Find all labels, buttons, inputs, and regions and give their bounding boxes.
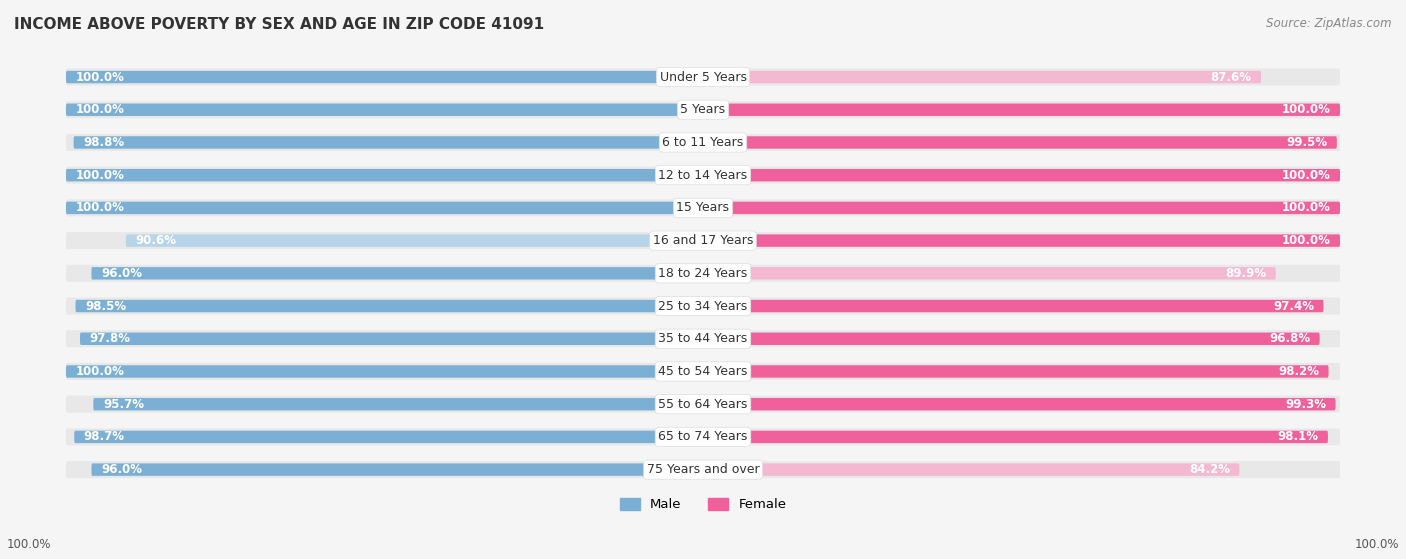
- FancyBboxPatch shape: [703, 232, 1340, 249]
- Text: 98.1%: 98.1%: [1278, 430, 1319, 443]
- Text: 100.0%: 100.0%: [76, 103, 124, 116]
- FancyBboxPatch shape: [75, 430, 703, 443]
- FancyBboxPatch shape: [66, 365, 703, 378]
- Text: 100.0%: 100.0%: [76, 70, 124, 83]
- Text: 96.0%: 96.0%: [101, 463, 142, 476]
- FancyBboxPatch shape: [703, 398, 1336, 410]
- FancyBboxPatch shape: [703, 101, 1340, 119]
- FancyBboxPatch shape: [66, 297, 703, 315]
- FancyBboxPatch shape: [76, 300, 703, 312]
- Text: 90.6%: 90.6%: [135, 234, 176, 247]
- FancyBboxPatch shape: [66, 167, 703, 184]
- FancyBboxPatch shape: [703, 69, 1340, 86]
- Text: 98.7%: 98.7%: [84, 430, 125, 443]
- FancyBboxPatch shape: [91, 463, 703, 476]
- Text: 100.0%: 100.0%: [1282, 201, 1330, 215]
- FancyBboxPatch shape: [93, 398, 703, 410]
- Text: Source: ZipAtlas.com: Source: ZipAtlas.com: [1267, 17, 1392, 30]
- FancyBboxPatch shape: [703, 430, 1327, 443]
- FancyBboxPatch shape: [703, 461, 1340, 478]
- Text: 87.6%: 87.6%: [1211, 70, 1251, 83]
- FancyBboxPatch shape: [66, 134, 703, 151]
- Text: 98.5%: 98.5%: [86, 300, 127, 312]
- FancyBboxPatch shape: [73, 136, 703, 149]
- FancyBboxPatch shape: [66, 71, 703, 83]
- FancyBboxPatch shape: [66, 265, 703, 282]
- FancyBboxPatch shape: [703, 103, 1340, 116]
- Legend: Male, Female: Male, Female: [614, 492, 792, 517]
- FancyBboxPatch shape: [80, 333, 703, 345]
- FancyBboxPatch shape: [66, 363, 703, 380]
- Text: 97.8%: 97.8%: [90, 332, 131, 345]
- FancyBboxPatch shape: [66, 428, 703, 446]
- FancyBboxPatch shape: [703, 71, 1261, 83]
- Text: 6 to 11 Years: 6 to 11 Years: [662, 136, 744, 149]
- Text: 12 to 14 Years: 12 to 14 Years: [658, 169, 748, 182]
- FancyBboxPatch shape: [66, 101, 703, 119]
- Text: 96.0%: 96.0%: [101, 267, 142, 280]
- FancyBboxPatch shape: [703, 333, 1320, 345]
- Text: 97.4%: 97.4%: [1272, 300, 1315, 312]
- FancyBboxPatch shape: [66, 396, 703, 413]
- Text: 16 and 17 Years: 16 and 17 Years: [652, 234, 754, 247]
- FancyBboxPatch shape: [703, 134, 1340, 151]
- Text: 55 to 64 Years: 55 to 64 Years: [658, 397, 748, 411]
- Text: 5 Years: 5 Years: [681, 103, 725, 116]
- Text: 100.0%: 100.0%: [1282, 169, 1330, 182]
- FancyBboxPatch shape: [703, 300, 1323, 312]
- Text: 99.3%: 99.3%: [1285, 397, 1326, 411]
- FancyBboxPatch shape: [66, 202, 703, 214]
- Text: 98.2%: 98.2%: [1278, 365, 1319, 378]
- FancyBboxPatch shape: [91, 267, 703, 280]
- FancyBboxPatch shape: [703, 136, 1337, 149]
- FancyBboxPatch shape: [66, 461, 703, 478]
- Text: 65 to 74 Years: 65 to 74 Years: [658, 430, 748, 443]
- FancyBboxPatch shape: [66, 200, 703, 216]
- Text: 100.0%: 100.0%: [76, 365, 124, 378]
- Text: 100.0%: 100.0%: [1282, 234, 1330, 247]
- Text: 99.5%: 99.5%: [1286, 136, 1327, 149]
- Text: 100.0%: 100.0%: [1282, 103, 1330, 116]
- Text: 89.9%: 89.9%: [1225, 267, 1267, 280]
- FancyBboxPatch shape: [703, 396, 1340, 413]
- Text: 18 to 24 Years: 18 to 24 Years: [658, 267, 748, 280]
- Text: 100.0%: 100.0%: [76, 201, 124, 215]
- Text: 25 to 34 Years: 25 to 34 Years: [658, 300, 748, 312]
- FancyBboxPatch shape: [127, 234, 703, 247]
- Text: 15 Years: 15 Years: [676, 201, 730, 215]
- FancyBboxPatch shape: [703, 428, 1340, 446]
- Text: 96.8%: 96.8%: [1270, 332, 1310, 345]
- FancyBboxPatch shape: [703, 200, 1340, 216]
- Text: 100.0%: 100.0%: [1354, 538, 1399, 551]
- FancyBboxPatch shape: [703, 330, 1340, 347]
- FancyBboxPatch shape: [66, 330, 703, 347]
- FancyBboxPatch shape: [703, 297, 1340, 315]
- Text: 95.7%: 95.7%: [103, 397, 143, 411]
- Text: 75 Years and over: 75 Years and over: [647, 463, 759, 476]
- Text: 100.0%: 100.0%: [7, 538, 52, 551]
- Text: INCOME ABOVE POVERTY BY SEX AND AGE IN ZIP CODE 41091: INCOME ABOVE POVERTY BY SEX AND AGE IN Z…: [14, 17, 544, 32]
- Text: 98.8%: 98.8%: [83, 136, 124, 149]
- FancyBboxPatch shape: [703, 234, 1340, 247]
- FancyBboxPatch shape: [703, 267, 1275, 280]
- FancyBboxPatch shape: [703, 463, 1239, 476]
- Text: 45 to 54 Years: 45 to 54 Years: [658, 365, 748, 378]
- FancyBboxPatch shape: [66, 169, 703, 181]
- Text: 84.2%: 84.2%: [1189, 463, 1230, 476]
- FancyBboxPatch shape: [66, 69, 703, 86]
- Text: 35 to 44 Years: 35 to 44 Years: [658, 332, 748, 345]
- Text: 100.0%: 100.0%: [76, 169, 124, 182]
- FancyBboxPatch shape: [703, 265, 1340, 282]
- FancyBboxPatch shape: [66, 232, 703, 249]
- Text: Under 5 Years: Under 5 Years: [659, 70, 747, 83]
- FancyBboxPatch shape: [66, 103, 703, 116]
- FancyBboxPatch shape: [703, 167, 1340, 184]
- FancyBboxPatch shape: [703, 365, 1329, 378]
- FancyBboxPatch shape: [703, 363, 1340, 380]
- FancyBboxPatch shape: [703, 169, 1340, 181]
- FancyBboxPatch shape: [703, 202, 1340, 214]
